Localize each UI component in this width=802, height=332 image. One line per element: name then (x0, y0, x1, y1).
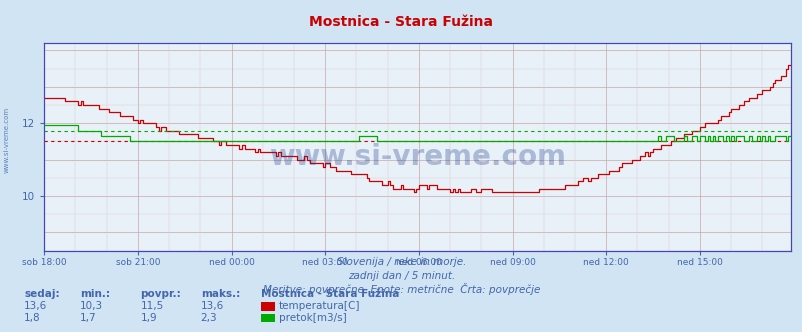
Text: Slovenija / reke in morje.: Slovenija / reke in morje. (336, 257, 466, 267)
Text: 13,6: 13,6 (24, 301, 47, 311)
Text: pretok[m3/s]: pretok[m3/s] (278, 313, 346, 323)
Text: zadnji dan / 5 minut.: zadnji dan / 5 minut. (347, 271, 455, 281)
Text: 11,5: 11,5 (140, 301, 164, 311)
Text: 1,9: 1,9 (140, 313, 157, 323)
Text: povpr.:: povpr.: (140, 289, 181, 299)
Text: Mostnica - Stara Fužina: Mostnica - Stara Fužina (309, 15, 493, 29)
Text: Mostnica - Stara Fužina: Mostnica - Stara Fužina (261, 289, 399, 299)
Text: temperatura[C]: temperatura[C] (278, 301, 359, 311)
Text: Meritve: povprečne  Enote: metrične  Črta: povprečje: Meritve: povprečne Enote: metrične Črta:… (262, 283, 540, 295)
Text: 10,3: 10,3 (80, 301, 103, 311)
Text: sedaj:: sedaj: (24, 289, 59, 299)
Text: min.:: min.: (80, 289, 110, 299)
Text: 2,3: 2,3 (200, 313, 217, 323)
Text: 1,8: 1,8 (24, 313, 41, 323)
Text: www.si-vreme.com: www.si-vreme.com (269, 143, 565, 171)
Text: maks.:: maks.: (200, 289, 240, 299)
Text: www.si-vreme.com: www.si-vreme.com (3, 106, 10, 173)
Text: 13,6: 13,6 (200, 301, 224, 311)
Text: 1,7: 1,7 (80, 313, 97, 323)
